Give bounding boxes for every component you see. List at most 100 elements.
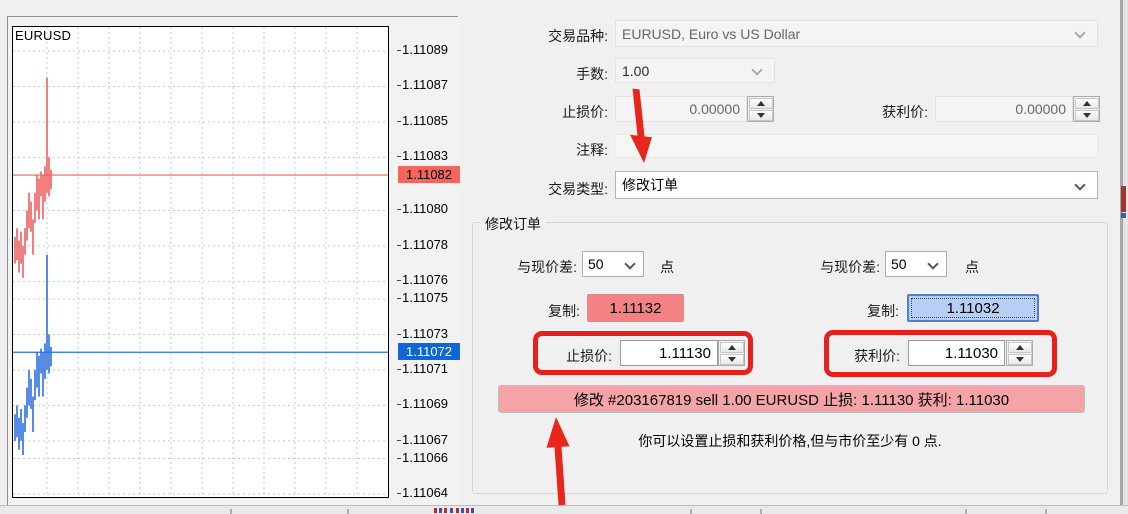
price-axis-label: 1.11064 xyxy=(402,485,449,500)
taskbar-speck xyxy=(434,508,437,513)
hint-text: 你可以设置止损和获利价格,但与市价至少有 0 点. xyxy=(638,433,942,449)
triangle-down-icon xyxy=(1082,112,1091,118)
price-tick xyxy=(397,404,401,406)
triangle-down-icon xyxy=(727,356,736,362)
spin-down-button[interactable] xyxy=(748,109,773,121)
price-tick xyxy=(397,333,401,335)
takeprofit-top-value: 0.00000 xyxy=(1015,101,1066,117)
sl-points-unit: 点 xyxy=(660,259,674,275)
bottom-strip xyxy=(0,505,1128,514)
strip-mark xyxy=(760,509,762,514)
price-tick xyxy=(397,439,401,441)
strip-mark xyxy=(965,509,967,514)
tp-copy-value: 1.11032 xyxy=(946,299,1000,317)
tp-copy-button[interactable]: 1.11032 xyxy=(907,294,1039,322)
taskbar-speck xyxy=(456,508,459,513)
tp-price-value: 1.11030 xyxy=(944,344,998,362)
volume-select[interactable]: 1.00 xyxy=(615,58,775,83)
sl-points-value: 50 xyxy=(588,256,604,272)
triangle-up-icon xyxy=(1015,344,1024,350)
sl-price-label: 止损价: xyxy=(566,348,612,364)
takeprofit-top-input[interactable]: 0.00000 xyxy=(935,96,1073,122)
trade-type-select[interactable]: 修改订单 xyxy=(615,171,1098,199)
taskbar-speck xyxy=(466,508,469,513)
tp-points-label: 与现价差: xyxy=(820,259,880,275)
trade-type-value: 修改订单 xyxy=(622,177,678,193)
triangle-down-icon xyxy=(1015,356,1024,362)
tp-points-value: 50 xyxy=(891,256,907,272)
window-edge xyxy=(1123,0,1128,514)
sl-copy-button[interactable]: 1.11132 xyxy=(587,294,684,322)
sl-price-value: 1.11130 xyxy=(659,344,711,362)
window-border xyxy=(1120,0,1123,514)
price-tick xyxy=(397,493,401,494)
symbol-label: 交易品种: xyxy=(548,28,608,44)
spin-up-button[interactable] xyxy=(1007,341,1032,353)
chart-subwindow: EURUSD 1.11089 1.11087 1.11085 1.11083 1.110… xyxy=(7,16,460,505)
price-tick xyxy=(397,50,401,51)
ask-price-tag: 1.11082 xyxy=(398,165,460,183)
comment-input[interactable] xyxy=(615,134,1098,158)
price-tick xyxy=(397,280,401,282)
spin-up-button[interactable] xyxy=(1074,97,1099,109)
chart-symbol-label: EURUSD xyxy=(15,28,72,43)
triangle-up-icon xyxy=(756,100,765,106)
tp-price-input[interactable]: 1.11030 xyxy=(908,340,1005,366)
stoploss-top-spinner xyxy=(747,96,774,122)
price-axis-label: 1.11067 xyxy=(402,431,449,447)
price-tick xyxy=(397,244,401,246)
tp-points-select[interactable]: 50 xyxy=(885,251,947,277)
modify-order-legend: 修改订单 xyxy=(480,214,546,234)
takeprofit-top-label: 获利价: xyxy=(882,104,928,120)
price-tick xyxy=(397,209,401,211)
volume-label: 手数: xyxy=(576,66,608,82)
spin-down-button[interactable] xyxy=(719,353,744,365)
spin-up-button[interactable] xyxy=(748,97,773,109)
bid-price-tag: 1.11072 xyxy=(398,342,460,360)
stoploss-top-value: 0.00000 xyxy=(689,101,740,117)
sl-copy-label: 复制: xyxy=(548,303,580,319)
strip-mark xyxy=(347,509,349,514)
taskbar-speck xyxy=(471,508,474,513)
symbol-select[interactable]: EURUSD, Euro vs US Dollar xyxy=(615,20,1098,47)
symbol-value: EURUSD, Euro vs US Dollar xyxy=(622,25,801,42)
tp-points-unit: 点 xyxy=(965,259,979,275)
stoploss-top-input[interactable]: 0.00000 xyxy=(615,96,747,122)
triangle-up-icon xyxy=(727,344,736,350)
spin-down-button[interactable] xyxy=(1074,109,1099,121)
sl-points-select[interactable]: 50 xyxy=(582,251,644,277)
annotation-box-takeprofit xyxy=(824,330,1057,377)
triangle-down-icon xyxy=(756,112,765,118)
price-axis-label: 1.11075 xyxy=(402,290,449,306)
price-tick xyxy=(397,298,401,300)
spin-up-button[interactable] xyxy=(719,341,744,353)
price-axis-label: 1.11069 xyxy=(402,396,449,412)
price-axis-label: 1.11089 xyxy=(402,42,449,57)
price-axis-label: 1.11066 xyxy=(402,449,449,465)
sl-price-spinner xyxy=(718,340,745,366)
price-axis-label: 1.11087 xyxy=(402,77,449,93)
strip-mark xyxy=(230,509,232,514)
triangle-up-icon xyxy=(1082,100,1091,106)
modify-order-button[interactable]: 修改 #203167819 sell 1.00 EURUSD 止损: 1.111… xyxy=(498,385,1085,413)
modify-order-button-label: 修改 #203167819 sell 1.00 EURUSD 止损: 1.111… xyxy=(573,391,1010,409)
strip-mark xyxy=(1045,509,1047,514)
chart-bars xyxy=(13,27,388,497)
edge-red-mark xyxy=(1121,186,1126,212)
price-axis-label: 1.11083 xyxy=(402,148,449,164)
price-axis-label: 1.11078 xyxy=(402,236,449,252)
tp-price-label: 获利价: xyxy=(854,348,900,364)
price-tick xyxy=(397,368,401,370)
spin-down-button[interactable] xyxy=(1007,353,1032,365)
sl-copy-value: 1.11132 xyxy=(609,299,662,317)
volume-value: 1.00 xyxy=(622,62,650,79)
price-chart xyxy=(12,26,389,498)
price-tick xyxy=(397,156,401,158)
price-axis-label: 1.11071 xyxy=(402,360,449,376)
sl-price-input[interactable]: 1.11130 xyxy=(620,340,718,366)
price-tick xyxy=(397,457,401,459)
sl-points-label: 与现价差: xyxy=(517,259,577,275)
price-axis-label: 1.11085 xyxy=(402,112,449,128)
price-tick xyxy=(397,85,401,87)
